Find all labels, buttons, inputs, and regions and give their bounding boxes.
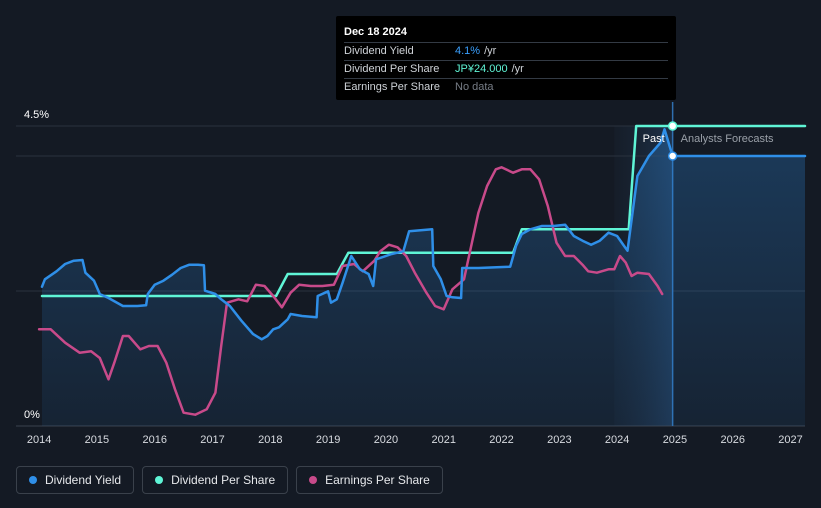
x-tick-label: 2026 [721,434,745,446]
tooltip-value: JP¥24.000 [455,63,508,75]
legend-label: Dividend Per Share [171,473,276,487]
tooltip-date: Dec 18 2024 [344,26,407,38]
tooltip-suffix: /yr [484,45,497,57]
chart-legend: Dividend Yield Dividend Per Share Earnin… [16,466,443,494]
chart-series [37,124,807,427]
x-tick-label: 2024 [605,434,629,446]
legend-item-dividend-per-share[interactable]: Dividend Per Share [142,466,289,494]
x-tick-label: 2027 [778,434,802,446]
legend-dot-icon [155,476,164,484]
series-marker [667,151,678,161]
series-marker [667,121,678,131]
y-tick-label: 0% [24,409,40,421]
x-tick-label: 2025 [663,434,687,446]
x-tick-label: 2017 [200,434,224,446]
chart-tooltip: Dec 18 2024 Dividend Yield 4.1% /yr Divi… [336,16,676,100]
x-tick-label: 2015 [85,434,109,446]
tooltip-value: 4.1% [455,45,481,57]
chart-markers [667,121,678,161]
dividend-yield-area [42,129,806,427]
tooltip-value: No data [455,81,494,93]
x-tick-label: 2018 [258,434,282,446]
x-tick-label: 2023 [547,434,571,446]
tooltip-label: Dividend Yield [344,45,414,57]
forecast-label: Analysts Forecasts [681,133,774,145]
dividend-per-share-line [40,124,807,298]
tooltip-row-earnings-per-share: Earnings Per Share No data [344,78,668,96]
legend-dot-icon [309,476,318,484]
tooltip-suffix: /yr [511,63,524,75]
legend-item-dividend-yield[interactable]: Dividend Yield [16,466,135,494]
past-label: Past [643,133,665,145]
chart-labels: 4.5% 0% 2014 2015 2016 2017 2018 2019 2020 2021 20… [24,109,803,446]
y-tick-label: 4.5% [24,109,49,121]
legend-dot-icon [29,476,37,484]
tooltip-row-dividend-yield: Dividend Yield 4.1% /yr [344,42,668,60]
dividend-yield-line [40,128,807,341]
x-tick-label: 2014 [27,434,51,446]
x-tick-label: 2021 [431,434,455,446]
earnings-per-share-line [37,166,664,416]
tooltip-row-dividend-per-share: Dividend Per Share JP¥24.000 /yr [344,60,668,78]
x-tick-label: 2016 [142,434,166,446]
tooltip-label: Dividend Per Share [344,63,440,75]
x-tick-label: 2019 [316,434,340,446]
legend-item-earnings-per-share[interactable]: Earnings Per Share [296,466,443,494]
legend-label: Dividend Yield [45,473,122,487]
tooltip-label: Earnings Per Share [344,81,440,93]
x-tick-label: 2022 [489,434,513,446]
legend-label: Earnings Per Share [325,473,430,487]
x-tick-label: 2020 [374,434,398,446]
